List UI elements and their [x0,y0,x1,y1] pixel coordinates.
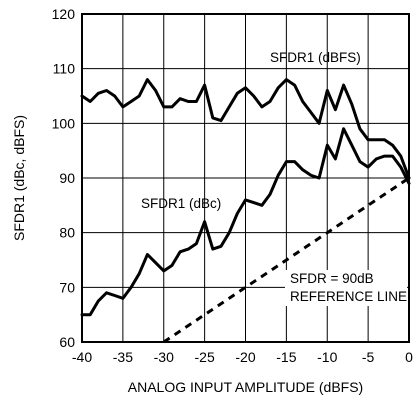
annotation-ref2: REFERENCE LINE [290,289,407,304]
plot-frame [81,13,410,343]
x-tick-label: -35 [113,349,133,365]
x-tick-label: -10 [317,349,337,365]
y-tick-label: 70 [59,279,75,295]
annotations: SFDR1 (dBFS) SFDR1 (dBc) SFDR = 90dB REFERE… [141,50,407,306]
grid-lines [81,13,410,343]
y-tick-label: 100 [52,115,76,131]
x-tick-label: -25 [195,349,215,365]
x-tick-label: -5 [362,349,375,365]
annotation-dbc: SFDR1 (dBc) [141,196,221,211]
y-tick-label: 120 [52,6,76,22]
reference-label-background [285,270,407,306]
reference-line [162,176,410,344]
annotation-ref1: SFDR = 90dB [290,271,374,286]
y-axis-title: SFDR1 (dBc, dBFS) [11,115,27,241]
x-tick-label: 0 [405,349,413,365]
x-axis-title: ANALOG INPUT AMPLITUDE (dBFS) [128,379,363,395]
series-lines [80,78,411,344]
x-tick-label: -15 [276,349,296,365]
y-tick-label: 90 [59,170,75,186]
dbfs-series-line [80,78,411,180]
y-tick-label: 80 [59,225,75,241]
x-tick-labels: -40 -35 -30 -25 -20 -15 -10 -5 0 [72,349,413,365]
x-tick-label: -40 [72,349,92,365]
y-tick-label: 110 [53,61,76,77]
x-tick-label: -20 [235,349,255,365]
dbc-series-line [80,127,411,317]
x-tick-label: -30 [154,349,174,365]
y-tick-label: 60 [59,334,75,350]
annotation-dbfs: SFDR1 (dBFS) [270,50,361,65]
y-tick-labels: 60 70 80 90 100 110 120 [52,6,76,350]
